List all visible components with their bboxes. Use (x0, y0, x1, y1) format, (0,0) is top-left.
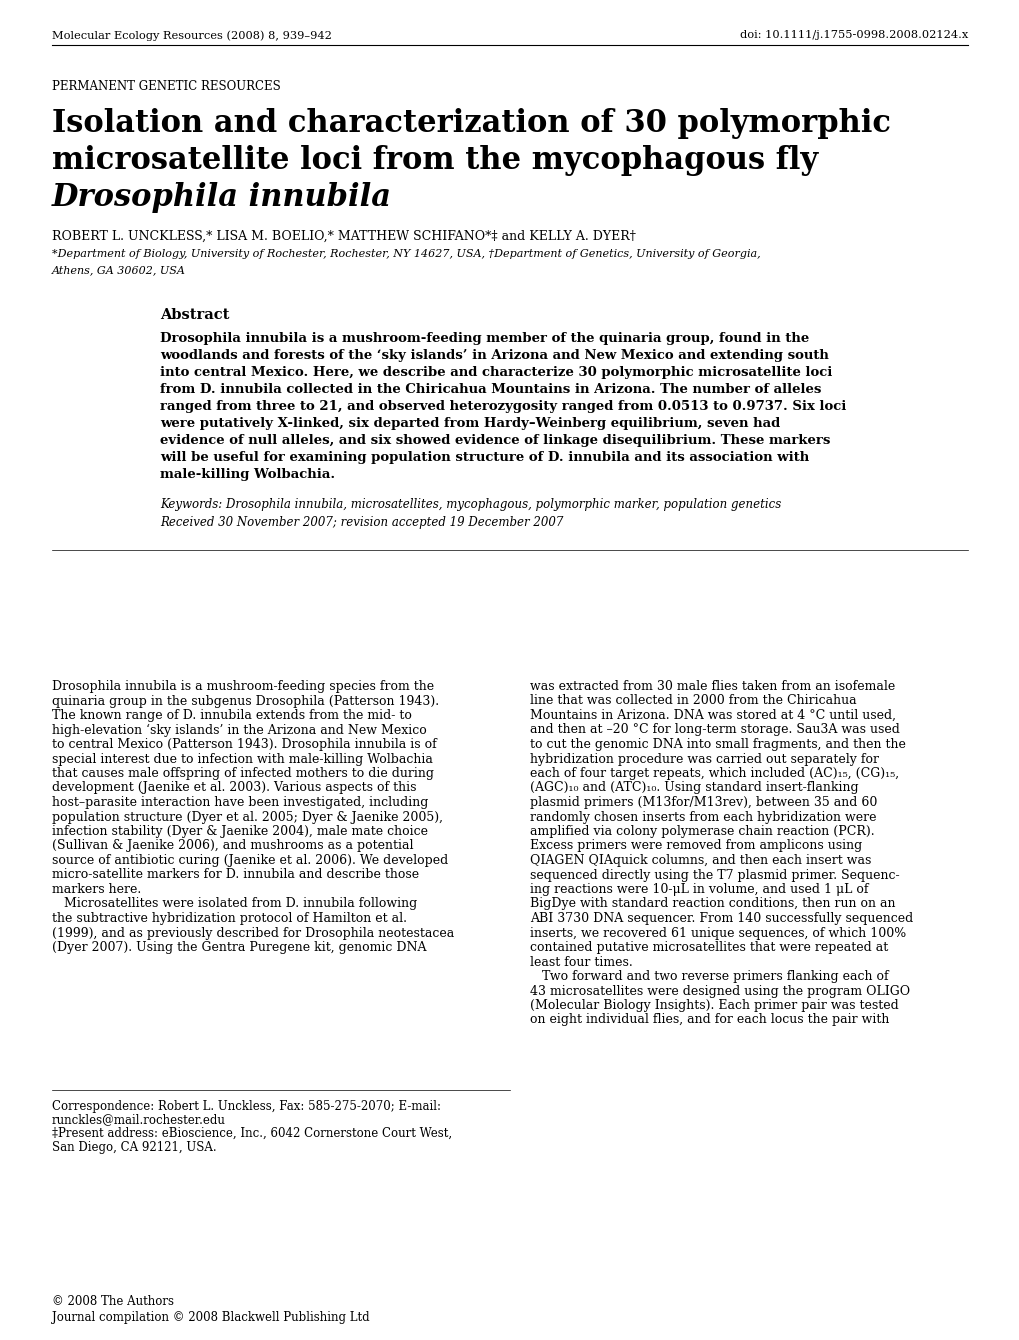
Text: least four times.: least four times. (530, 955, 632, 969)
Text: host–parasite interaction have been investigated, including: host–parasite interaction have been inve… (52, 796, 428, 809)
Text: Drosophila innubila is a mushroom-feeding member of the quinaria group, found in: Drosophila innubila is a mushroom-feedin… (160, 332, 808, 344)
Text: Microsatellites were isolated from D. innubila following: Microsatellites were isolated from D. in… (52, 898, 417, 910)
Text: to central Mexico (Patterson 1943). Drosophila innubila is of: to central Mexico (Patterson 1943). Dros… (52, 738, 436, 750)
Text: population structure (Dyer et al. 2005; Dyer & Jaenike 2005),: population structure (Dyer et al. 2005; … (52, 811, 442, 824)
Text: hybridization procedure was carried out separately for: hybridization procedure was carried out … (530, 753, 878, 765)
Text: Correspondence: Robert L. Unckless, Fax: 585-275-2070; E-mail:: Correspondence: Robert L. Unckless, Fax:… (52, 1100, 440, 1114)
Text: Abstract: Abstract (160, 308, 229, 322)
Text: 43 microsatellites were designed using the program OLIGO: 43 microsatellites were designed using t… (530, 985, 909, 997)
Text: were putatively X-linked, six departed from Hardy–Weinberg equilibrium, seven ha: were putatively X-linked, six departed f… (160, 417, 780, 430)
Text: and then at –20 °C for long-term storage. Sau3A was used: and then at –20 °C for long-term storage… (530, 724, 899, 737)
Text: male-killing Wolbachia.: male-killing Wolbachia. (160, 468, 335, 481)
Text: source of antibiotic curing (Jaenike et al. 2006). We developed: source of antibiotic curing (Jaenike et … (52, 854, 447, 867)
Text: Excess primers were removed from amplicons using: Excess primers were removed from amplico… (530, 839, 861, 852)
Text: markers here.: markers here. (52, 883, 141, 896)
Text: each of four target repeats, which included (AC)₁₅, (CG)₁₅,: each of four target repeats, which inclu… (530, 766, 898, 780)
Text: to cut the genomic DNA into small fragments, and then the: to cut the genomic DNA into small fragme… (530, 738, 905, 750)
Text: BigDye with standard reaction conditions, then run on an: BigDye with standard reaction conditions… (530, 898, 895, 910)
Text: ing reactions were 10-μL in volume, and used 1 μL of: ing reactions were 10-μL in volume, and … (530, 883, 867, 896)
Text: was extracted from 30 male flies taken from an isofemale: was extracted from 30 male flies taken f… (530, 679, 895, 693)
Text: © 2008 The Authors: © 2008 The Authors (52, 1294, 174, 1308)
Text: Mountains in Arizona. DNA was stored at 4 °C until used,: Mountains in Arizona. DNA was stored at … (530, 709, 895, 722)
Text: QIAGEN QIAquick columns, and then each insert was: QIAGEN QIAquick columns, and then each i… (530, 854, 870, 867)
Text: evidence of null alleles, and six showed evidence of linkage disequilibrium. The: evidence of null alleles, and six showed… (160, 434, 829, 448)
Text: randomly chosen inserts from each hybridization were: randomly chosen inserts from each hybrid… (530, 811, 875, 824)
Text: special interest due to infection with male-killing Wolbachia: special interest due to infection with m… (52, 753, 432, 765)
Text: line that was collected in 2000 from the Chiricahua: line that was collected in 2000 from the… (530, 694, 856, 708)
Text: the subtractive hybridization protocol of Hamilton et al.: the subtractive hybridization protocol o… (52, 913, 407, 925)
Text: infection stability (Dyer & Jaenike 2004), male mate choice: infection stability (Dyer & Jaenike 2004… (52, 825, 428, 838)
Text: PERMANENT GENETIC RESOURCES: PERMANENT GENETIC RESOURCES (52, 80, 280, 92)
Text: Isolation and characterization of 30 polymorphic: Isolation and characterization of 30 pol… (52, 109, 891, 139)
Text: ABI 3730 DNA sequencer. From 140 successfully sequenced: ABI 3730 DNA sequencer. From 140 success… (530, 913, 912, 925)
Text: development (Jaenike et al. 2003). Various aspects of this: development (Jaenike et al. 2003). Vario… (52, 781, 416, 795)
Text: Two forward and two reverse primers flanking each of: Two forward and two reverse primers flan… (530, 970, 888, 984)
Text: high-elevation ‘sky islands’ in the Arizona and New Mexico: high-elevation ‘sky islands’ in the Ariz… (52, 724, 426, 737)
Text: ROBERT L. UNCKLESS,* LISA M. BOELIO,* MATTHEW SCHIFANO*‡ and KELLY A. DYER†: ROBERT L. UNCKLESS,* LISA M. BOELIO,* MA… (52, 230, 635, 243)
Text: (Dyer 2007). Using the Gentra Puregene kit, genomic DNA: (Dyer 2007). Using the Gentra Puregene k… (52, 941, 426, 954)
Text: amplified via colony polymerase chain reaction (PCR).: amplified via colony polymerase chain re… (530, 825, 873, 838)
Text: ‡Present address: eBioscience, Inc., 6042 Cornerstone Court West,: ‡Present address: eBioscience, Inc., 604… (52, 1127, 451, 1140)
Text: Athens, GA 30602, USA: Athens, GA 30602, USA (52, 265, 185, 275)
Text: quinaria group in the subgenus Drosophila (Patterson 1943).: quinaria group in the subgenus Drosophil… (52, 694, 439, 708)
Text: Drosophila innubila is a mushroom-feeding species from the: Drosophila innubila is a mushroom-feedin… (52, 679, 434, 693)
Text: ranged from three to 21, and observed heterozygosity ranged from 0.0513 to 0.973: ranged from three to 21, and observed he… (160, 401, 846, 413)
Text: contained putative microsatellites that were repeated at: contained putative microsatellites that … (530, 941, 888, 954)
Text: (Molecular Biology Insights). Each primer pair was tested: (Molecular Biology Insights). Each prime… (530, 1000, 898, 1012)
Text: *Department of Biology, University of Rochester, Rochester, NY 14627, USA, †Depa: *Department of Biology, University of Ro… (52, 249, 760, 259)
Text: Received 30 November 2007; revision accepted 19 December 2007: Received 30 November 2007; revision acce… (160, 516, 562, 529)
Text: plasmid primers (M13for/M13rev), between 35 and 60: plasmid primers (M13for/M13rev), between… (530, 796, 876, 809)
Text: The known range of D. innubila extends from the mid- to: The known range of D. innubila extends f… (52, 709, 412, 722)
Text: Molecular Ecology Resources (2008) 8, 939–942: Molecular Ecology Resources (2008) 8, 93… (52, 29, 331, 40)
Text: Keywords: Drosophila innubila, microsatellites, mycophagous, polymorphic marker,: Keywords: Drosophila innubila, microsate… (160, 498, 781, 511)
Text: runckles@mail.rochester.edu: runckles@mail.rochester.edu (52, 1114, 225, 1127)
Text: on eight individual flies, and for each locus the pair with: on eight individual flies, and for each … (530, 1013, 889, 1026)
Text: sequenced directly using the T7 plasmid primer. Sequenc-: sequenced directly using the T7 plasmid … (530, 868, 899, 882)
Text: doi: 10.1111/j.1755-0998.2008.02124.x: doi: 10.1111/j.1755-0998.2008.02124.x (739, 29, 967, 40)
Text: will be useful for examining population structure of D. innubila and its associa: will be useful for examining population … (160, 452, 808, 464)
Text: inserts, we recovered 61 unique sequences, of which 100%: inserts, we recovered 61 unique sequence… (530, 926, 905, 939)
Text: Drosophila innubila: Drosophila innubila (52, 182, 391, 213)
Text: (1999), and as previously described for Drosophila neotestacea: (1999), and as previously described for … (52, 926, 453, 939)
Text: woodlands and forests of the ‘sky islands’ in Arizona and New Mexico and extendi: woodlands and forests of the ‘sky island… (160, 348, 828, 362)
Text: that causes male offspring of infected mothers to die during: that causes male offspring of infected m… (52, 766, 433, 780)
Text: into central Mexico. Here, we describe and characterize 30 polymorphic microsate: into central Mexico. Here, we describe a… (160, 366, 832, 379)
Text: Journal compilation © 2008 Blackwell Publishing Ltd: Journal compilation © 2008 Blackwell Pub… (52, 1311, 369, 1324)
Text: (AGC)₁₀ and (ATC)₁₀. Using standard insert-flanking: (AGC)₁₀ and (ATC)₁₀. Using standard inse… (530, 781, 858, 795)
Text: San Diego, CA 92121, USA.: San Diego, CA 92121, USA. (52, 1140, 216, 1154)
Text: micro-satellite markers for D. innubila and describe those: micro-satellite markers for D. innubila … (52, 868, 419, 882)
Text: microsatellite loci from the mycophagous fly: microsatellite loci from the mycophagous… (52, 145, 817, 176)
Text: (Sullivan & Jaenike 2006), and mushrooms as a potential: (Sullivan & Jaenike 2006), and mushrooms… (52, 839, 413, 852)
Text: from D. innubila collected in the Chiricahua Mountains in Arizona. The number of: from D. innubila collected in the Chiric… (160, 383, 820, 397)
